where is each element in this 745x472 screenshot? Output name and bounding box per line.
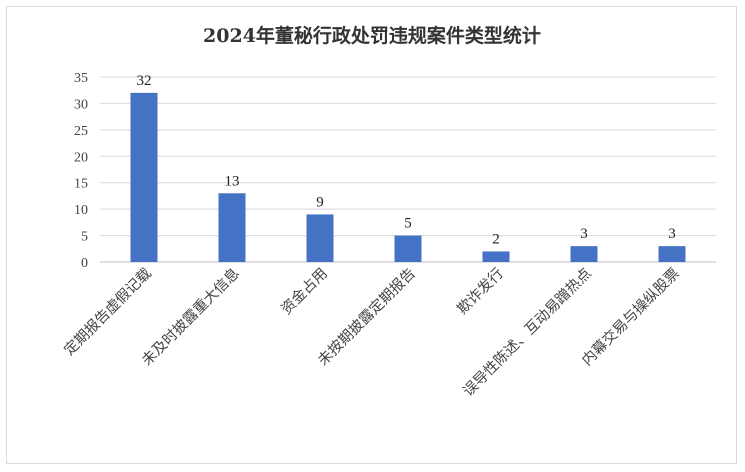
chart-frame	[6, 6, 737, 464]
data-label: 9	[316, 194, 324, 210]
y-tick-label: 10	[74, 203, 88, 218]
y-tick-label: 5	[81, 230, 88, 245]
x-tick-label: 内幕交易与操纵股票	[578, 264, 683, 369]
bar	[218, 193, 246, 262]
bar	[306, 214, 334, 262]
data-label: 3	[668, 226, 676, 242]
data-label: 3	[580, 226, 588, 242]
x-tick-label: 定期报告虚假记载	[61, 265, 155, 359]
x-tick-label: 未按期披露定期报告	[315, 265, 419, 369]
y-tick-label: 0	[81, 256, 88, 271]
gridlines	[100, 76, 716, 237]
y-axis-ticks: 0 5 10 15 20 25 30 35	[74, 71, 88, 271]
data-label: 2	[492, 231, 500, 247]
bar	[482, 251, 510, 262]
bars	[130, 92, 686, 262]
data-labels: 32 13 9 5 2 3 3	[137, 73, 676, 248]
y-tick-label: 20	[74, 150, 88, 165]
bar	[130, 92, 158, 262]
x-tick-label: 未及时披露重大信息	[139, 265, 243, 369]
y-tick-label: 30	[74, 97, 88, 112]
y-tick-label: 25	[74, 124, 88, 139]
x-tick-label: 欺诈发行	[454, 265, 507, 318]
data-label: 13	[225, 173, 240, 189]
data-label: 32	[137, 73, 152, 89]
bar	[394, 235, 422, 262]
data-label: 5	[404, 216, 412, 232]
bar	[570, 246, 598, 262]
chart-title: 2024年董秘行政处罚违规案件类型统计	[203, 24, 541, 47]
bar	[658, 246, 686, 262]
x-tick-label: 资金占用	[278, 265, 331, 318]
y-tick-label: 15	[74, 177, 88, 192]
y-tick-label: 35	[74, 71, 88, 86]
